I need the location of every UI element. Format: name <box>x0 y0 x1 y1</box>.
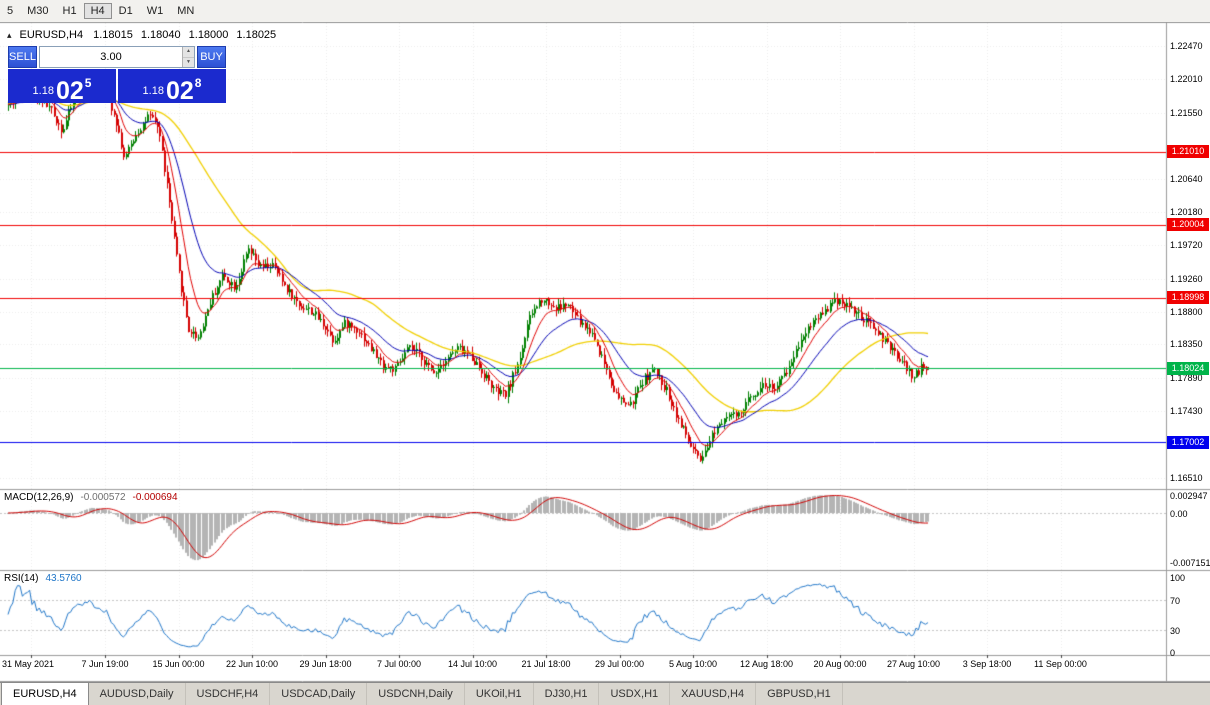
volume-down-icon[interactable]: ▼ <box>183 57 194 67</box>
timeframe-button-w1[interactable]: W1 <box>140 3 171 19</box>
one-click-trading-panel: SELL ▲ ▼ BUY 1.18 02 5 1.18 02 8 <box>8 46 226 103</box>
chart-tab-bar: EURUSD,H4 AUDUSD,Daily USDCHF,H4 USDCAD,Dai… <box>0 682 1210 705</box>
quote-high: 1.18040 <box>140 29 181 41</box>
timeframe-button-h4[interactable]: H4 <box>83 3 112 19</box>
chart-tab-usdx-h1[interactable]: USDX,H1 <box>599 683 671 705</box>
timeframe-toolbar: 5 M30 H1 H4 D1 W1 MN <box>0 0 1210 22</box>
chart-tab-dj30-h1[interactable]: DJ30,H1 <box>534 683 600 705</box>
sell-button[interactable]: SELL <box>8 46 37 68</box>
chart-tab-audusd-daily[interactable]: AUDUSD,Daily <box>89 683 186 705</box>
sell-price-big: 02 <box>55 76 84 105</box>
macd-title: MACD(12,26,9) <box>4 492 74 503</box>
chart-tab-ukoil-h1[interactable]: UKOil,H1 <box>465 683 534 705</box>
quote-open: 1.18015 <box>93 29 133 41</box>
chart-tab-gbpusd-h1[interactable]: GBPUSD,H1 <box>756 683 843 705</box>
volume-up-icon[interactable]: ▲ <box>183 47 194 58</box>
chart-tab-eurusd-h4[interactable]: EURUSD,H4 <box>1 683 89 705</box>
macd-main-value: -0.000572 <box>80 492 126 503</box>
sell-price-pip: 5 <box>84 76 92 90</box>
buy-button[interactable]: BUY <box>197 46 226 68</box>
rsi-title: RSI(14) <box>4 573 39 584</box>
rsi-value: 43.5760 <box>45 573 82 584</box>
macd-signal-value: -0.000694 <box>132 492 178 503</box>
quote-close: 1.18025 <box>236 29 277 41</box>
chart-canvas[interactable] <box>0 22 1210 682</box>
timeframe-button-h1[interactable]: H1 <box>56 3 84 19</box>
buy-price-big: 02 <box>165 76 194 105</box>
timeframe-button-d1[interactable]: D1 <box>112 3 140 19</box>
chart-tab-usdcnh-daily[interactable]: USDCNH,Daily <box>367 683 465 705</box>
volume-input[interactable] <box>40 47 182 67</box>
one-click-panel-toggle-icon[interactable]: ▴ <box>7 29 12 40</box>
buy-price-display[interactable]: 1.18 02 8 <box>118 69 226 103</box>
chart-tab-usdcad-daily[interactable]: USDCAD,Daily <box>270 683 368 705</box>
rsi-indicator-label: RSI(14) 43.5760 <box>4 573 82 584</box>
timeframe-button-m30[interactable]: M30 <box>20 3 55 19</box>
sell-price-prefix: 1.18 <box>32 85 54 97</box>
chart-tab-xauusd-h4[interactable]: XAUUSD,H4 <box>670 683 757 705</box>
buy-price-prefix: 1.18 <box>142 85 164 97</box>
timeframe-button-mn[interactable]: MN <box>170 3 201 19</box>
volume-spinner: ▲ ▼ <box>39 46 195 68</box>
quote-header: ▴ EURUSD,H4 1.18015 1.18040 1.18000 1.18… <box>7 29 276 41</box>
timeframe-button-5[interactable]: 5 <box>0 3 20 19</box>
chart-area: 1.22470 1.22010 1.21550 1.20640 1.20180 1.197… <box>0 22 1210 682</box>
quote-symbol: EURUSD,H4 <box>19 29 84 41</box>
chart-tab-usdchf-h4[interactable]: USDCHF,H4 <box>186 683 271 705</box>
volume-spin-arrows: ▲ ▼ <box>182 47 194 67</box>
quote-low: 1.18000 <box>188 29 229 41</box>
sell-price-display[interactable]: 1.18 02 5 <box>8 69 116 103</box>
buy-price-pip: 8 <box>194 76 202 90</box>
macd-indicator-label: MACD(12,26,9) -0.000572 -0.000694 <box>4 492 178 503</box>
